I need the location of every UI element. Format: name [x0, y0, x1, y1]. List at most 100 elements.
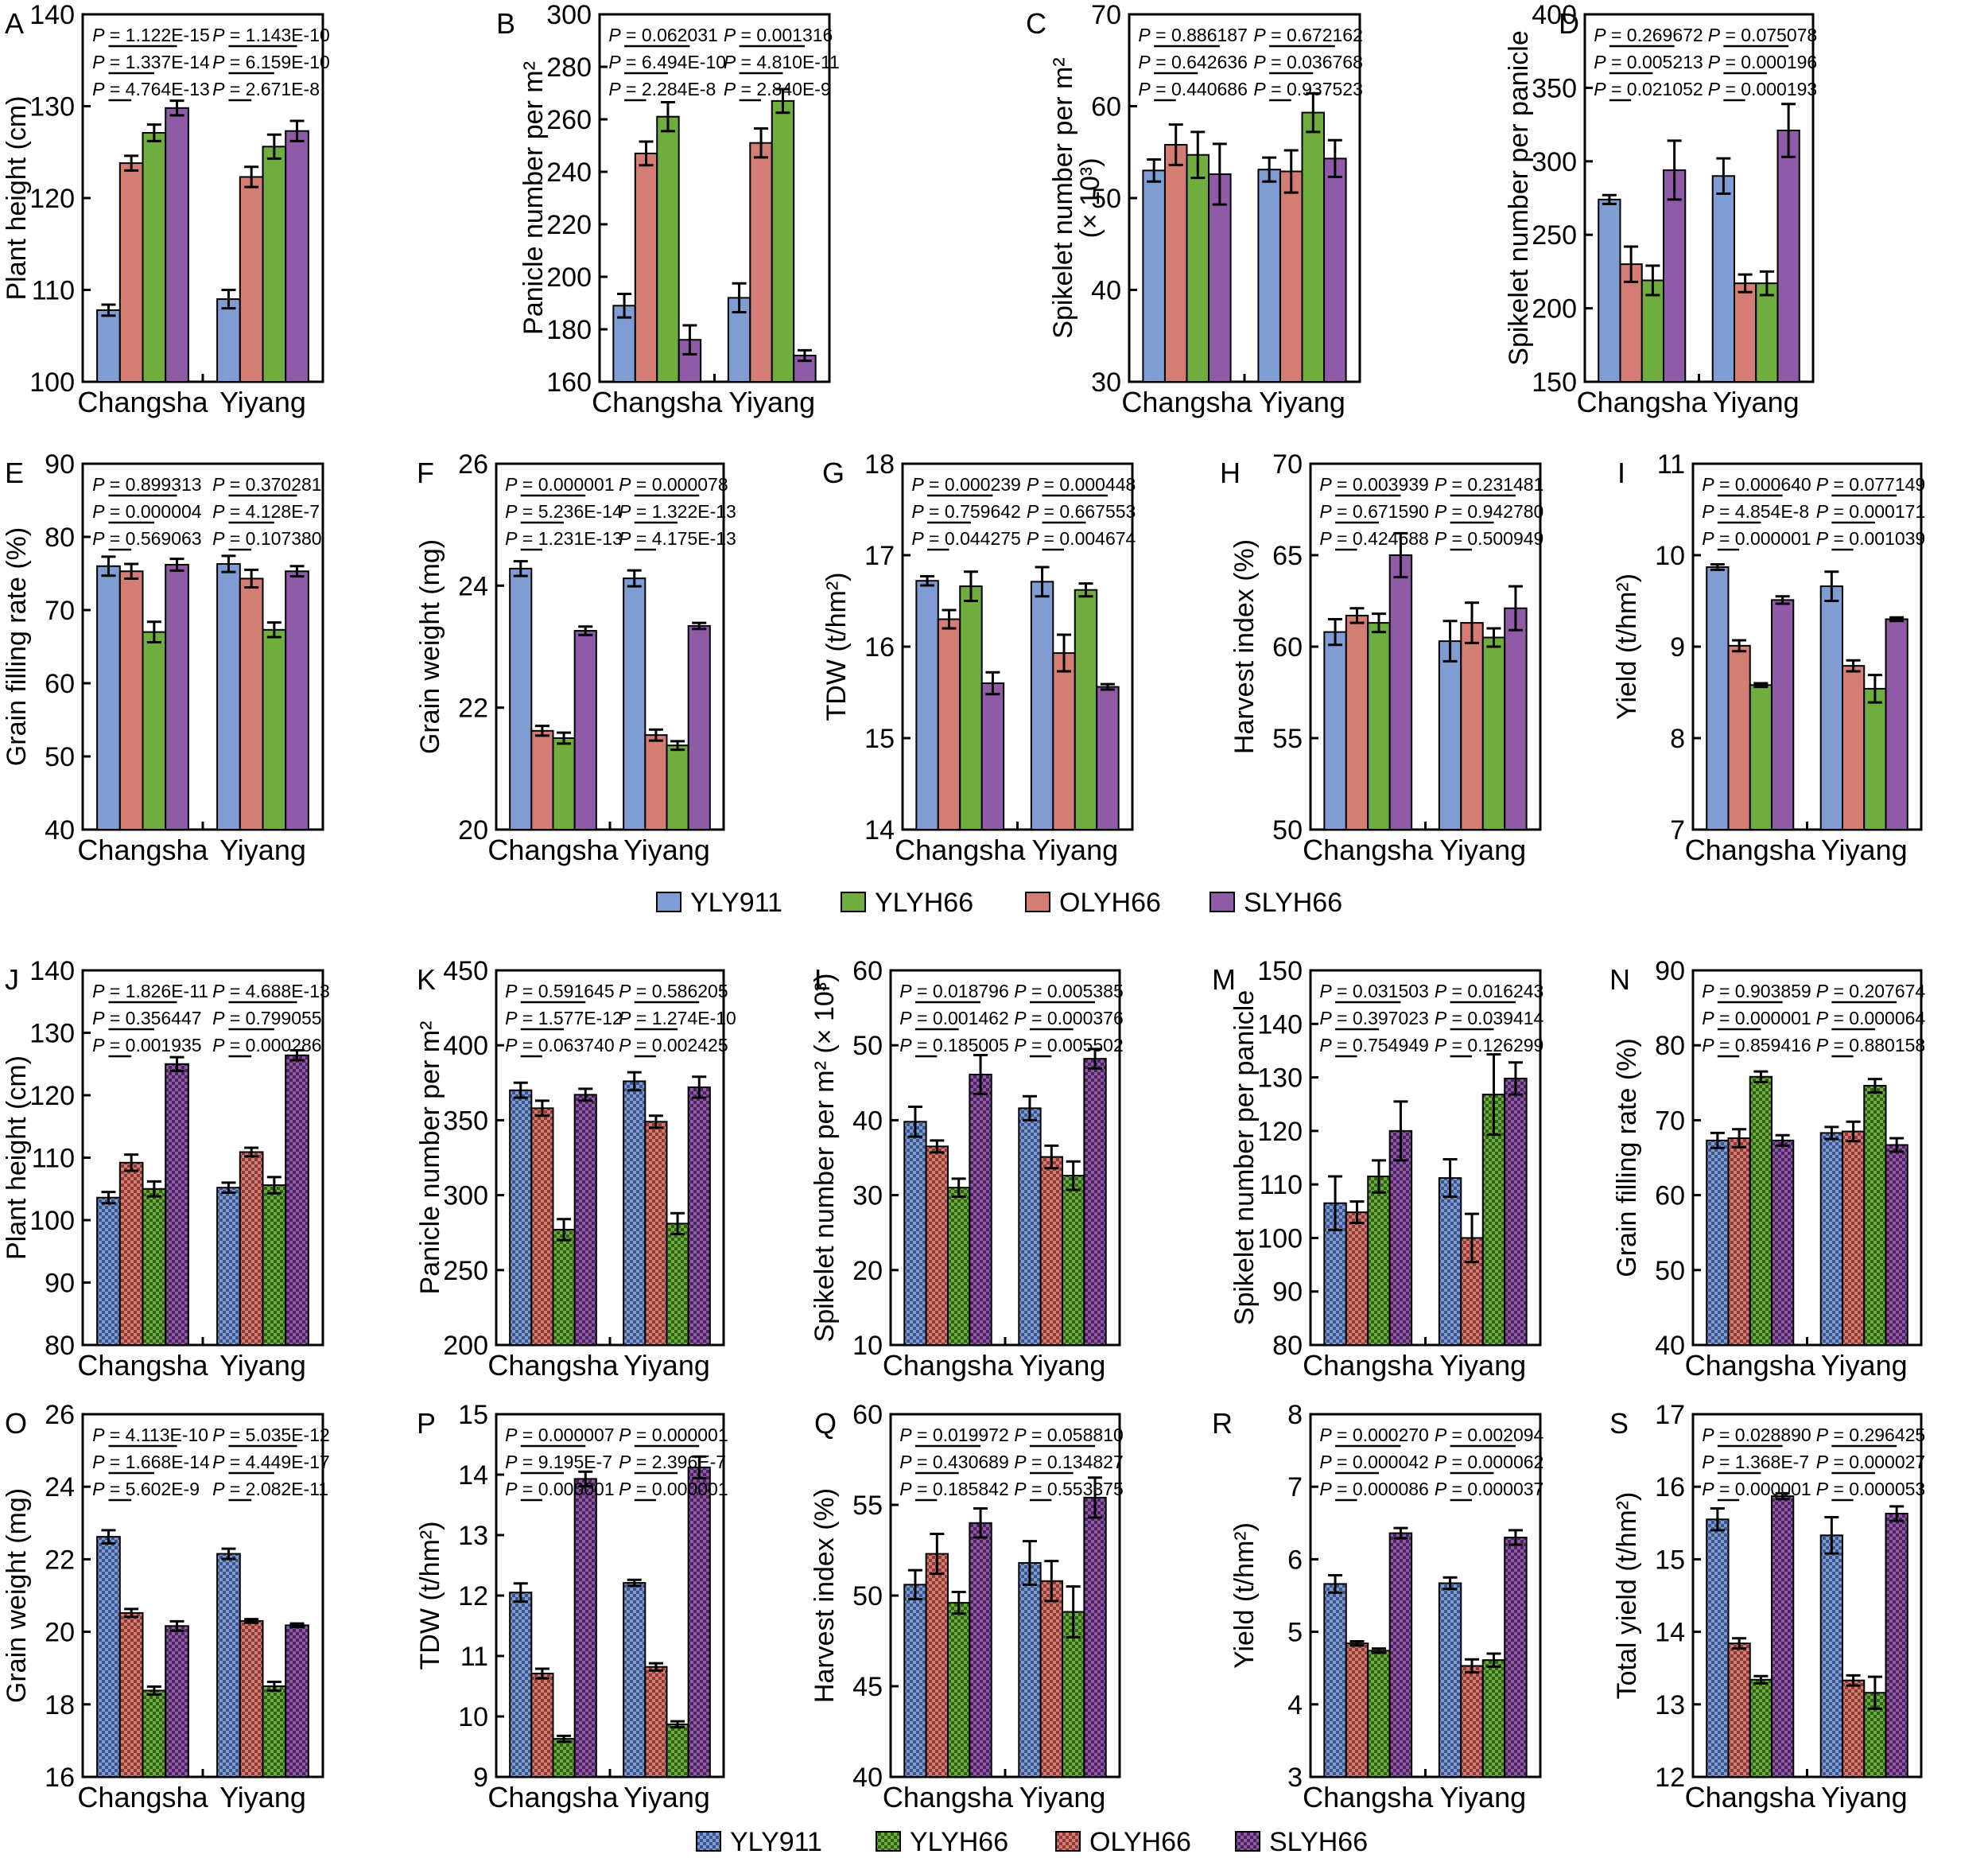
p-value-label: P = 6.159E-10	[212, 52, 330, 72]
x-category-label: Changsha	[77, 386, 208, 418]
bar-SLYH66	[1388, 554, 1413, 830]
bar-OLYH66	[118, 162, 144, 383]
y-tick-label: 350	[443, 1106, 488, 1136]
y-tick-label: 55	[1272, 724, 1303, 754]
bar-OLYH66	[1841, 1679, 1866, 1778]
bar-YLY911	[96, 565, 121, 830]
bar-SLYH66	[1208, 173, 1232, 383]
p-value-label: P = 4.764E-13	[92, 79, 210, 99]
y-tick-label: 100	[1257, 1223, 1303, 1254]
p-value-label: P = 4.688E-13	[212, 981, 330, 1001]
y-axis-label: Spikelet number per m²	[1048, 57, 1078, 338]
bar-SLYH66	[285, 130, 309, 383]
bar-OLYH66	[925, 1145, 949, 1346]
bar-YLYH66	[1481, 1659, 1506, 1778]
chart-panel-S: S 12 13 14 15 16 17 Total yield (t/hm²) Changsha…	[1609, 1400, 1925, 1813]
bar-OLYH66	[118, 1161, 144, 1347]
chart-panel-A: A 100 110 120 130 140 Plant height (cm) Changsh…	[2, 0, 330, 418]
p-value-label: P = 0.002094	[1435, 1425, 1544, 1445]
y-tick-label: 40	[852, 1763, 883, 1793]
p-value-label: P = 0.642636	[1138, 52, 1248, 72]
y-tick-label: 180	[546, 315, 592, 345]
y-tick-label: 9	[1670, 632, 1685, 663]
y-tick-label: 16	[864, 632, 895, 663]
y-tick-label: 100	[29, 367, 75, 398]
x-category-label: Yiyang	[728, 386, 815, 418]
y-tick-label: 250	[1532, 220, 1577, 251]
bar-OLYH66	[1727, 1642, 1751, 1778]
bar-OLYH66	[1279, 170, 1303, 383]
chart-panel-G: G 14 15 16 17 18 TDW (t/hm²) Changsha P = 0.0002…	[821, 449, 1136, 866]
y-tick-label: 40	[1091, 276, 1121, 306]
p-value-label: P = 1.122E-15	[92, 25, 210, 45]
legend-label: SLYH66	[1269, 1827, 1368, 1857]
bar-YLY911	[509, 567, 533, 830]
bar-YLYH66	[262, 1685, 287, 1778]
p-value-label: P = 0.000001	[619, 1425, 728, 1445]
y-tick-label: 60	[45, 669, 75, 699]
y-tick-label: 13	[1655, 1690, 1685, 1720]
p-value-label: P = 0.500949	[1435, 528, 1544, 549]
bar-YLYH66	[1367, 1176, 1391, 1347]
legend-label: YLYH66	[910, 1827, 1008, 1857]
p-value-label: P = 0.000027	[1816, 1452, 1926, 1472]
p-value-label: P = 1.826E-11	[92, 981, 208, 1001]
panel-letter: E	[5, 457, 24, 489]
bar-YLY911	[1706, 1518, 1730, 1778]
bar-YLYH66	[1301, 111, 1326, 383]
bar-OLYH66	[530, 729, 554, 830]
x-category-label: Changsha	[487, 1781, 619, 1813]
panel-letter: D	[1559, 7, 1579, 40]
p-value-label: P = 0.001316	[724, 25, 833, 45]
bar-SLYH66	[1885, 1512, 1908, 1778]
bar-OLYH66	[118, 1611, 144, 1778]
panel-letter: M	[1212, 963, 1236, 996]
y-tick-label: 20	[852, 1256, 883, 1286]
bar-YLY911	[1819, 585, 1843, 830]
p-value-label: P = 0.880158	[1816, 1035, 1926, 1055]
bar-YLY911	[216, 1553, 241, 1778]
y-tick-label: 8	[1670, 724, 1685, 754]
bar-SLYH66	[980, 682, 1005, 830]
y-tick-label: 130	[29, 1019, 75, 1049]
p-value-label: P = 0.004674	[1027, 528, 1136, 549]
x-category-label: Changsha	[77, 834, 208, 866]
y-tick-label: 150	[1532, 367, 1577, 398]
bar-SLYH66	[1771, 1139, 1795, 1346]
bar-OLYH66	[1345, 1211, 1369, 1347]
bar-SLYH66	[1504, 607, 1528, 830]
chart-panel-C: C 30 40 50 60 70 Spikelet number per m²(× 10³)…	[1026, 0, 1363, 418]
bar-YLYH66	[142, 1689, 167, 1778]
p-value-label: P = 0.005502	[1014, 1035, 1124, 1055]
p-value-label: P = 0.586205	[619, 981, 728, 1001]
p-value-label: P = 0.000270	[1319, 1425, 1429, 1445]
y-axis-label: TDW (t/hm²)	[415, 1522, 445, 1670]
panel-letter: P	[417, 1407, 436, 1440]
bar-OLYH66	[1841, 1130, 1866, 1347]
p-value-label: P = 0.036768	[1253, 52, 1363, 72]
y-tick-label: 16	[45, 1763, 75, 1793]
y-tick-label: 24	[458, 571, 488, 601]
bar-OLYH66	[644, 734, 668, 831]
y-tick-label: 50	[1655, 1256, 1685, 1286]
y-axis-label: Harvest index (%)	[810, 1488, 840, 1703]
bar-YLYH66	[1186, 154, 1210, 383]
x-category-label: Yiyang	[219, 386, 306, 418]
x-category-label: Yiyang	[219, 1349, 306, 1382]
bar-SLYH66	[573, 1094, 597, 1346]
p-value-label: P = 1.577E-12	[505, 1008, 623, 1028]
bar-OLYH66	[1727, 644, 1751, 830]
bar-YLYH66	[1749, 1075, 1773, 1347]
bar-YLY911	[1030, 581, 1054, 830]
y-tick-label: 8	[1287, 1400, 1303, 1430]
y-tick-label: 130	[29, 92, 75, 122]
p-value-label: P = 4.854E-8	[1702, 501, 1809, 522]
y-tick-label: 90	[45, 449, 75, 480]
bar-YLYH66	[1749, 684, 1773, 830]
bar-OLYH66	[1163, 144, 1188, 383]
p-value-label: P = 0.430689	[899, 1452, 1009, 1472]
bar-SLYH66	[1388, 1129, 1413, 1347]
p-value-label: P = 0.021052	[1594, 79, 1703, 99]
bar-YLY911	[1257, 169, 1281, 383]
y-tick-label: 120	[29, 184, 75, 214]
